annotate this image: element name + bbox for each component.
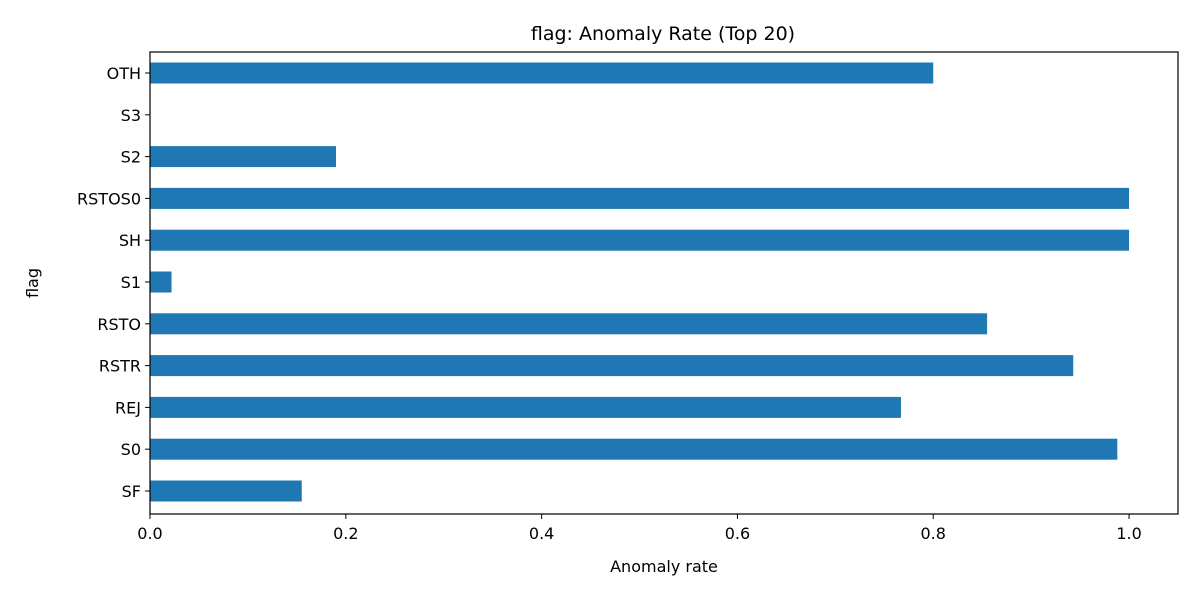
y-tick-label: RSTR bbox=[99, 357, 141, 376]
bar-sf bbox=[150, 480, 302, 502]
bars-layer bbox=[150, 62, 1130, 502]
bar-s2 bbox=[150, 146, 337, 168]
x-tick-label: 0.6 bbox=[725, 524, 750, 543]
chart-title: flag: Anomaly Rate (Top 20) bbox=[531, 23, 795, 45]
x-tick-label: 0.0 bbox=[137, 524, 162, 543]
bar-rej bbox=[150, 396, 901, 418]
x-tick-label: 0.8 bbox=[921, 524, 946, 543]
y-tick-label: RSTOS0 bbox=[77, 189, 141, 208]
x-ticks-layer: 0.0 0.2 0.4 0.6 0.8 1.0 bbox=[137, 514, 1142, 543]
x-tick-label: 0.2 bbox=[333, 524, 358, 543]
y-axis-label: flag bbox=[23, 268, 42, 298]
y-tick-label: REJ bbox=[115, 398, 141, 417]
bar-oth bbox=[150, 62, 934, 84]
x-axis-label: Anomaly rate bbox=[610, 557, 718, 576]
y-tick-label: RSTO bbox=[97, 315, 141, 334]
bar-rstr bbox=[150, 355, 1074, 377]
y-tick-label: S3 bbox=[121, 106, 141, 125]
y-tick-label: S0 bbox=[121, 440, 141, 459]
y-tick-label: SH bbox=[119, 231, 141, 250]
x-tick-label: 0.4 bbox=[529, 524, 554, 543]
bar-rsto bbox=[150, 313, 988, 335]
y-tick-label: S2 bbox=[121, 148, 141, 167]
bar-sh bbox=[150, 229, 1130, 251]
y-tick-label: SF bbox=[122, 482, 141, 501]
x-tick-label: 1.0 bbox=[1116, 524, 1141, 543]
plot-area-frame bbox=[149, 51, 1179, 515]
y-ticks-layer: OTH S3 S2 RSTOS0 SH S1 RSTO RSTR REJ S0 SF bbox=[77, 64, 150, 501]
bar-s0 bbox=[150, 438, 1118, 460]
y-tick-label: S1 bbox=[121, 273, 141, 292]
y-tick-label: OTH bbox=[107, 64, 141, 83]
bar-rstos0 bbox=[150, 187, 1130, 209]
bar-s1 bbox=[150, 271, 172, 293]
